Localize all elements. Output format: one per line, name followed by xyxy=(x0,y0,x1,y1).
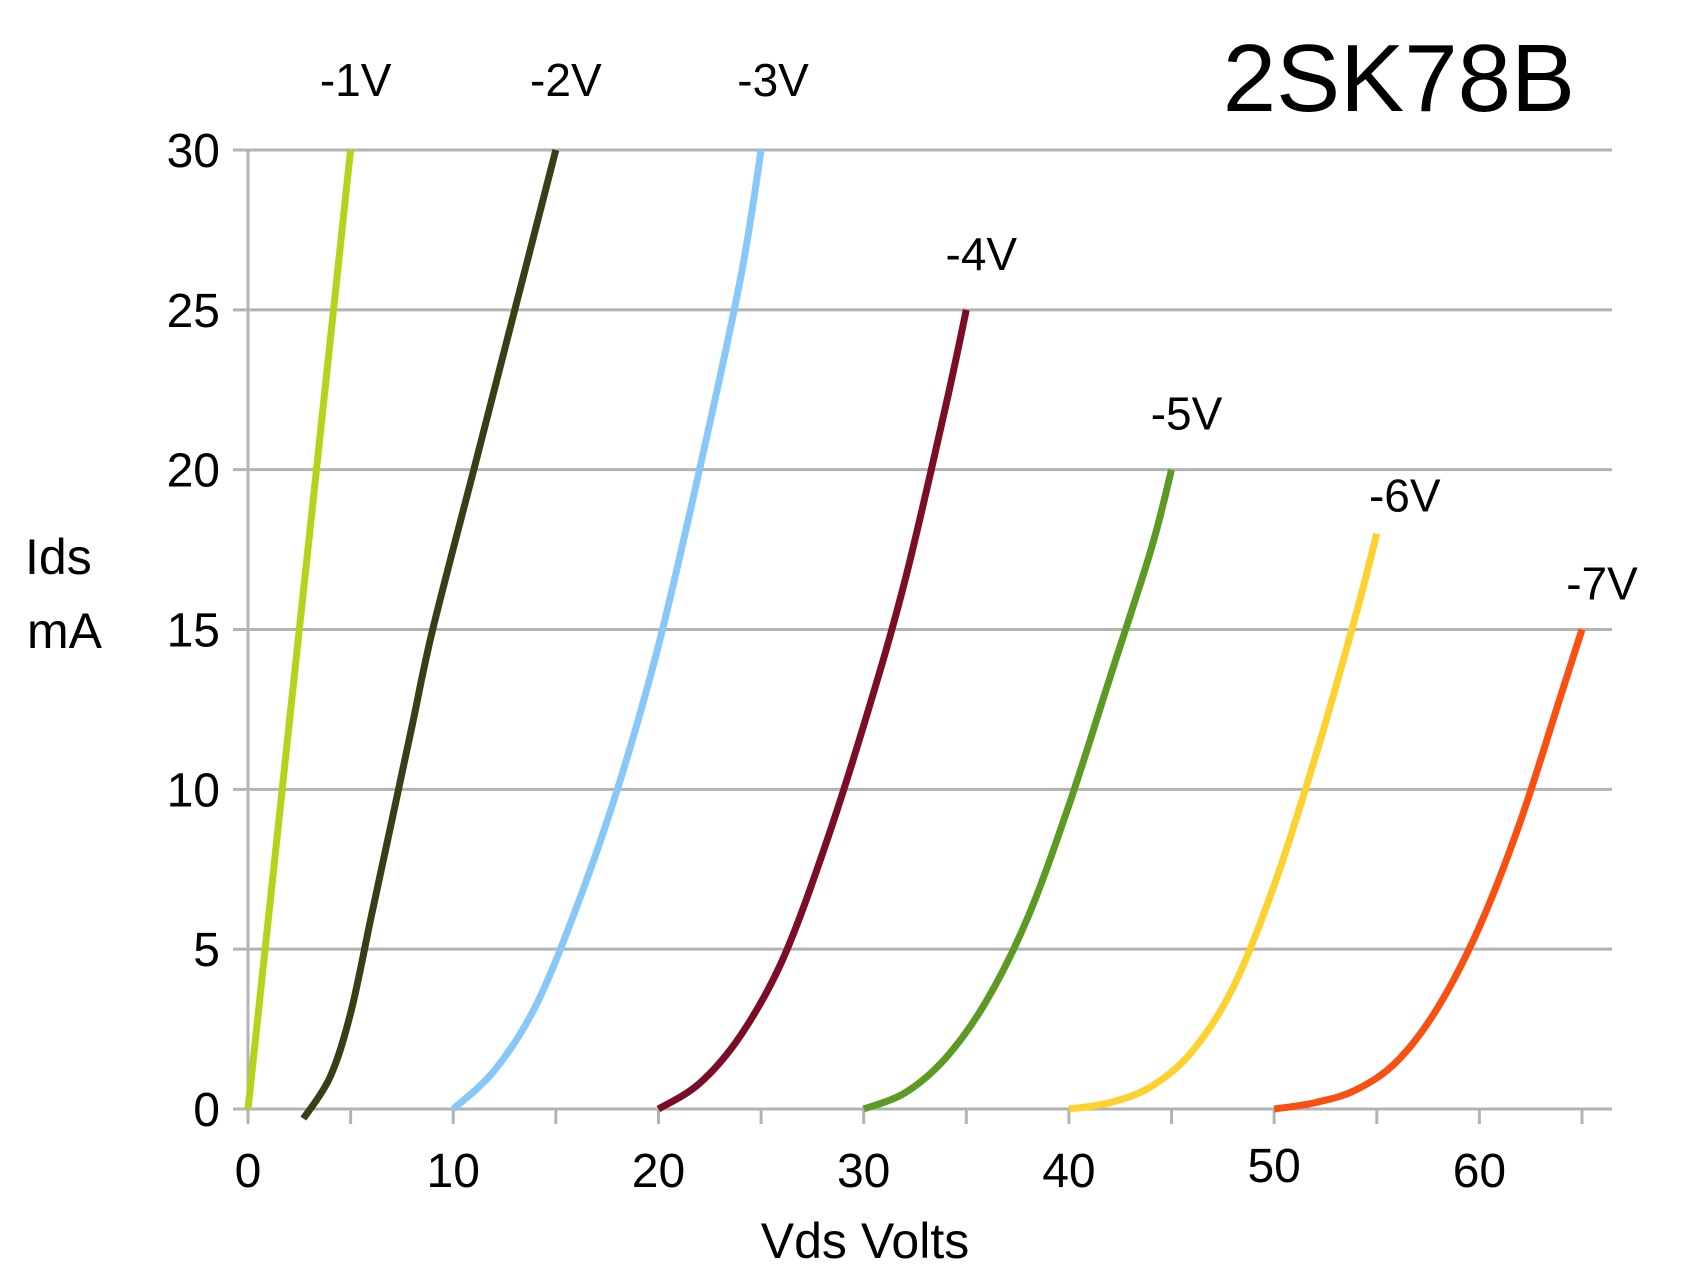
x-tick-label: 10 xyxy=(427,1145,480,1198)
series-label: -7V xyxy=(1566,558,1638,610)
series-label: -5V xyxy=(1151,388,1223,440)
y-tick-label: 5 xyxy=(193,924,220,977)
x-tick-label: 30 xyxy=(837,1145,890,1198)
series-line-4 xyxy=(656,309,970,1113)
x-tick-label: 0 xyxy=(235,1145,262,1198)
series-line-1 xyxy=(244,149,355,1110)
x-tick-label: 20 xyxy=(632,1145,685,1198)
series-line-3 xyxy=(450,149,765,1112)
y-axis-title-line1: Ids xyxy=(25,529,92,585)
y-tick-label: 20 xyxy=(167,445,220,498)
y-tick-label: 15 xyxy=(167,605,220,658)
series-lines xyxy=(244,149,1586,1121)
series-line-2 xyxy=(300,149,560,1121)
y-tick-label: 0 xyxy=(193,1084,220,1137)
series-line-7 xyxy=(1273,628,1586,1113)
series-label: -2V xyxy=(530,54,602,106)
grid-lines xyxy=(233,148,1612,951)
series-label: -6V xyxy=(1369,470,1441,522)
x-tick-label: 60 xyxy=(1453,1145,1506,1198)
axes xyxy=(233,150,1612,1124)
y-tick-label: 25 xyxy=(167,285,220,338)
x-axis-title: Vds Volts xyxy=(761,1213,969,1269)
y-tick-label: 30 xyxy=(167,125,220,178)
series-label: -4V xyxy=(946,228,1018,280)
chart-title: 2SK78B xyxy=(1223,25,1575,132)
series-line-5 xyxy=(862,468,1175,1113)
y-axis-title-line2: mA xyxy=(27,603,103,659)
x-tick-label: 50 xyxy=(1247,1140,1300,1193)
series-label: -3V xyxy=(737,54,809,106)
y-tick-label: 10 xyxy=(167,764,220,817)
series-label: -1V xyxy=(320,54,392,106)
series-line-6 xyxy=(1068,532,1381,1113)
labels: 0 5 10 15 20 25 30 0 10 20 30 40 50 60 -1V -2V -3V -4V -5V… xyxy=(167,54,1638,1198)
x-tick-label: 40 xyxy=(1042,1145,1095,1198)
